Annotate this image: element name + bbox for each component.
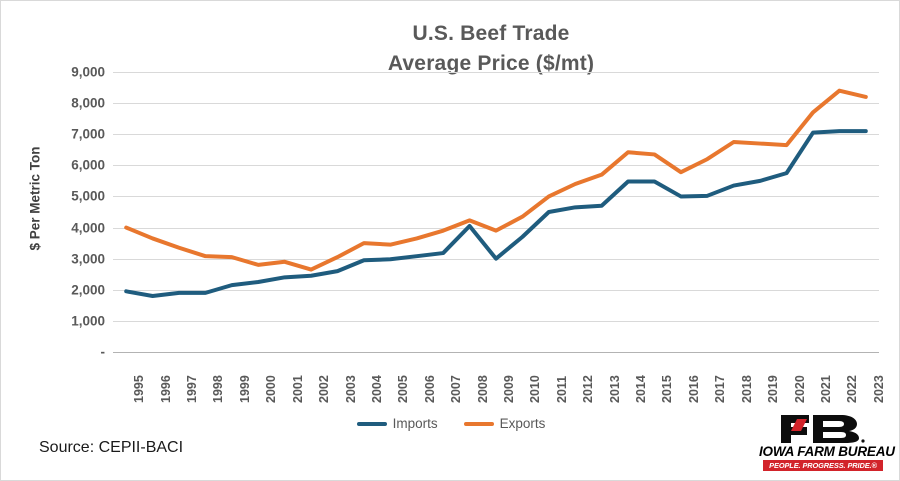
chart-title: U.S. Beef Trade Average Price ($/mt) (111, 19, 871, 79)
x-axis-tick-label: 2021 (818, 375, 833, 403)
x-axis-tick-label: 2018 (739, 375, 754, 403)
gridline (113, 289, 879, 291)
iowa-farm-bureau-logo: IOWA FARM BUREAU PEOPLE. PROGRESS. PRIDE… (759, 411, 895, 473)
y-axis-tick-label: 9,000 (71, 64, 105, 80)
y-axis-tick-label: 7,000 (71, 126, 105, 142)
chart-legend: Imports Exports (1, 416, 900, 431)
x-axis-tick-label: 2014 (634, 375, 649, 403)
gridline (113, 196, 879, 198)
x-axis-tick-label: 2010 (528, 375, 543, 403)
x-axis-tick-label: 1999 (237, 375, 252, 403)
source-note: Source: CEPII-BACI (39, 439, 184, 456)
x-axis-tick-label: 2006 (422, 375, 437, 403)
chart-title-line-1: U.S. Beef Trade (412, 22, 570, 45)
x-axis-tick-label: 1996 (158, 375, 173, 403)
chart-title-line-2: Average Price ($/mt) (387, 52, 595, 75)
x-axis-tick-label: 2000 (264, 375, 279, 403)
x-axis-tick-label: 2009 (502, 375, 516, 403)
x-axis-tick-label: 2022 (845, 375, 860, 403)
gridline (113, 72, 879, 73)
gridline (113, 320, 879, 322)
legend-swatch-imports (356, 421, 387, 426)
legend-label: Exports (499, 416, 546, 431)
y-axis-tick-label: 3,000 (71, 251, 105, 267)
y-axis-tick-label: - (100, 344, 106, 360)
gridline (113, 227, 879, 229)
x-axis-tick-label: 1997 (185, 375, 200, 403)
plot-area (113, 72, 879, 353)
x-axis-tick-label: 2015 (660, 375, 675, 403)
legend-entry-imports[interactable]: Imports (356, 416, 438, 431)
x-axis-tick-label: 2007 (449, 375, 464, 403)
x-axis-tick-label: 2020 (792, 375, 807, 403)
x-axis-line (113, 352, 879, 353)
x-axis-tick-label: 2008 (475, 375, 490, 403)
x-axis-tick-label: 2019 (766, 375, 781, 403)
x-axis-tick-label: 2016 (686, 375, 701, 403)
x-axis-tick-label: 2005 (396, 375, 411, 403)
x-axis-tick-label: 2004 (369, 375, 384, 403)
x-axis-tick-label: 2023 (871, 375, 886, 403)
gridline (113, 134, 879, 136)
y-axis-tick-label: 5,000 (71, 188, 105, 204)
x-axis-tick-label: 2002 (317, 375, 332, 403)
y-axis-tick-label: 1,000 (71, 313, 105, 329)
x-axis-tick-label: 2013 (607, 375, 622, 403)
x-axis-tick-label: 2011 (554, 375, 569, 403)
x-axis-tick-label: 1995 (132, 375, 147, 403)
gridline (113, 103, 879, 105)
series-lines (124, 88, 868, 298)
farm-bureau-monogram-icon (781, 415, 865, 443)
legend-label: Imports (392, 416, 438, 431)
x-axis-tick-label: 2012 (581, 375, 596, 403)
x-axis-tick-label: 2001 (290, 375, 305, 403)
series-line-exports (124, 88, 868, 272)
x-axis-tick-label: 1998 (211, 375, 226, 403)
x-axis-tick-label: 2017 (713, 375, 728, 403)
logo-tagline: PEOPLE. PROGRESS. PRIDE.® (763, 460, 883, 471)
y-axis-tick-label: 4,000 (71, 220, 105, 236)
gridline (113, 165, 879, 167)
y-axis-tick-label: 6,000 (71, 157, 105, 173)
legend-entry-exports[interactable]: Exports (463, 416, 546, 431)
series-line-imports (124, 129, 868, 298)
y-axis-tick-labels: 9,000 8,000 7,000 6,000 5,000 4,000 3,000 2,000… (21, 65, 105, 360)
x-axis-tick-label: 2003 (343, 375, 358, 403)
y-axis-tick-label: 8,000 (71, 95, 105, 111)
legend-swatch-exports (463, 421, 494, 426)
x-axis-tick-labels: 1995 1996 1997 1998 1999 2000 2001 2002 2003 2004… (113, 357, 886, 411)
y-axis-tick-label: 2,000 (71, 282, 105, 298)
logo-wordmark: IOWA FARM BUREAU (759, 444, 895, 459)
